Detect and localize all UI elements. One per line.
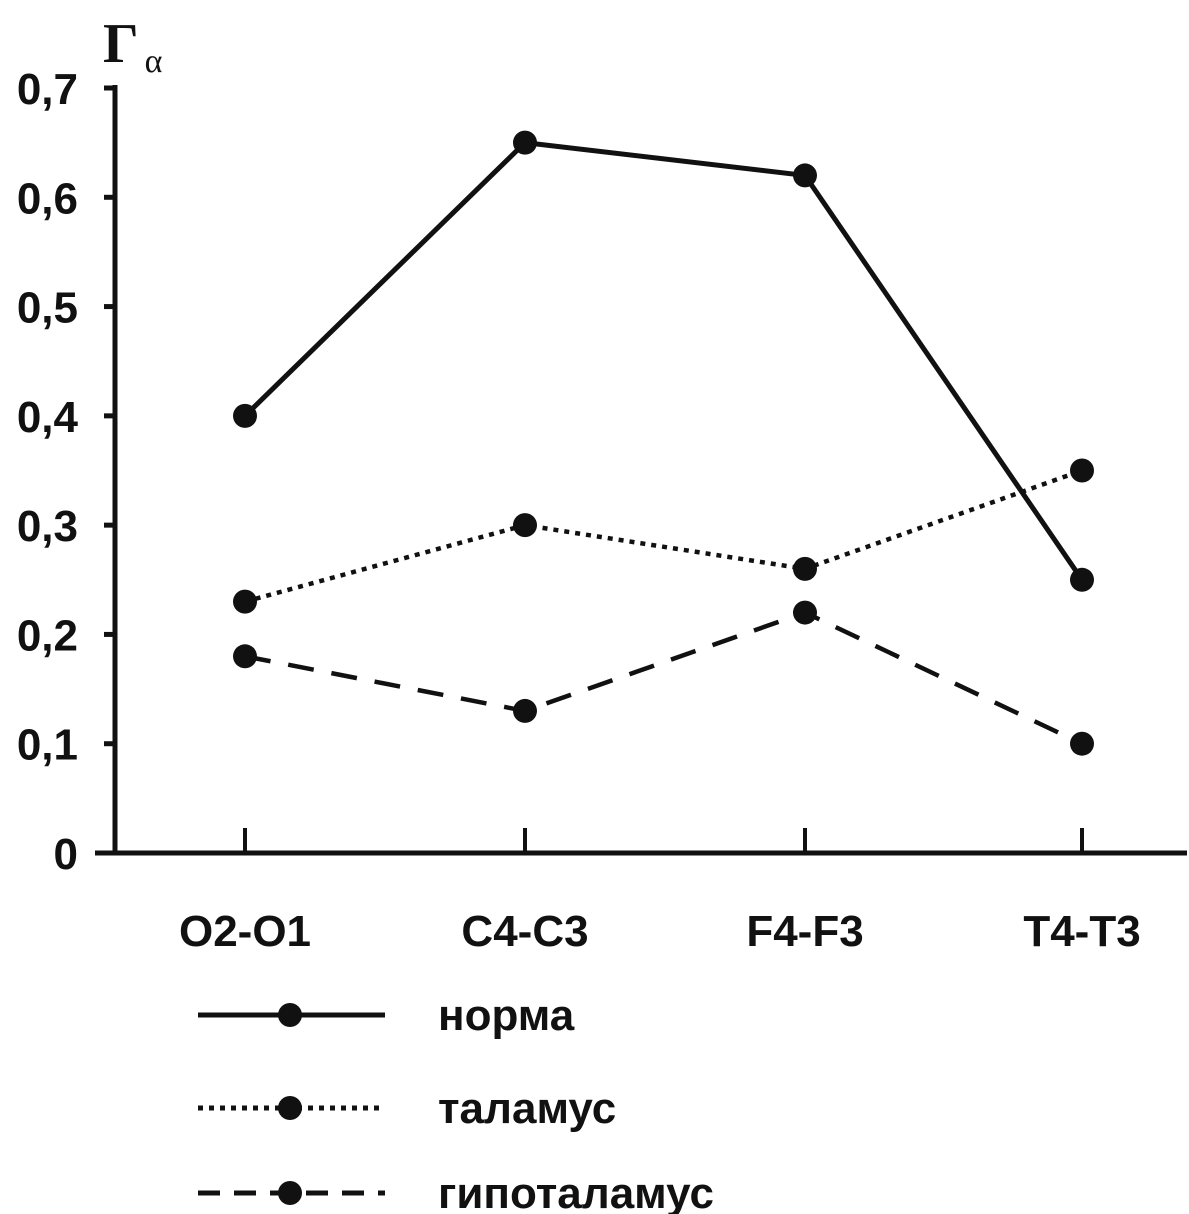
legend: норма таламус гипоталамус [198, 991, 714, 1214]
y-tick-label: 0 [54, 830, 78, 879]
data-point [513, 698, 537, 723]
data-point [1070, 458, 1094, 483]
y-tick-label: 0,1 [17, 721, 78, 770]
axes [95, 85, 1187, 856]
x-tick-label: T4-T3 [1023, 907, 1140, 956]
data-point [513, 130, 537, 155]
x-tick-label: C4-C3 [461, 907, 588, 956]
y-tick-label: 0,4 [17, 393, 79, 442]
series-line [244, 468, 1083, 604]
y-axis-label-subscript: α [145, 43, 163, 80]
data-point [1070, 567, 1094, 592]
data-point [233, 644, 257, 669]
y-tick-label: 0,7 [17, 65, 78, 114]
series-2 [233, 600, 1094, 756]
x-tick-label: F4-F3 [746, 907, 863, 956]
y-tick-label: 0,6 [17, 174, 78, 223]
legend-marker [278, 1181, 302, 1205]
data-point [233, 403, 257, 428]
series-line [244, 610, 1083, 746]
data-point [513, 513, 537, 538]
legend-label: норма [438, 991, 575, 1040]
series-line [243, 140, 1085, 582]
data-point [793, 163, 817, 188]
y-axis-label-main: Γ [103, 13, 139, 75]
series-1 [233, 458, 1094, 614]
data-point [793, 600, 817, 625]
x-tick-label: O2-O1 [179, 907, 311, 956]
legend-marker [278, 1096, 302, 1120]
y-ticks: 0 0,1 0,2 0,3 0,4 0,5 0,6 0,7 [17, 65, 115, 879]
y-tick-label: 0,3 [17, 502, 78, 551]
data-point [793, 556, 817, 581]
y-tick-label: 0,2 [17, 611, 78, 660]
legend-label: таламус [438, 1084, 616, 1133]
y-tick-label: 0,5 [17, 284, 78, 333]
series-0 [233, 130, 1094, 592]
series-group [233, 130, 1094, 756]
legend-label: гипоталамус [438, 1169, 714, 1214]
data-point [1070, 731, 1094, 756]
x-ticks: O2-O1 C4-C3 F4-F3 T4-T3 [179, 828, 1141, 956]
legend-marker [278, 1003, 302, 1027]
data-point [233, 589, 257, 614]
